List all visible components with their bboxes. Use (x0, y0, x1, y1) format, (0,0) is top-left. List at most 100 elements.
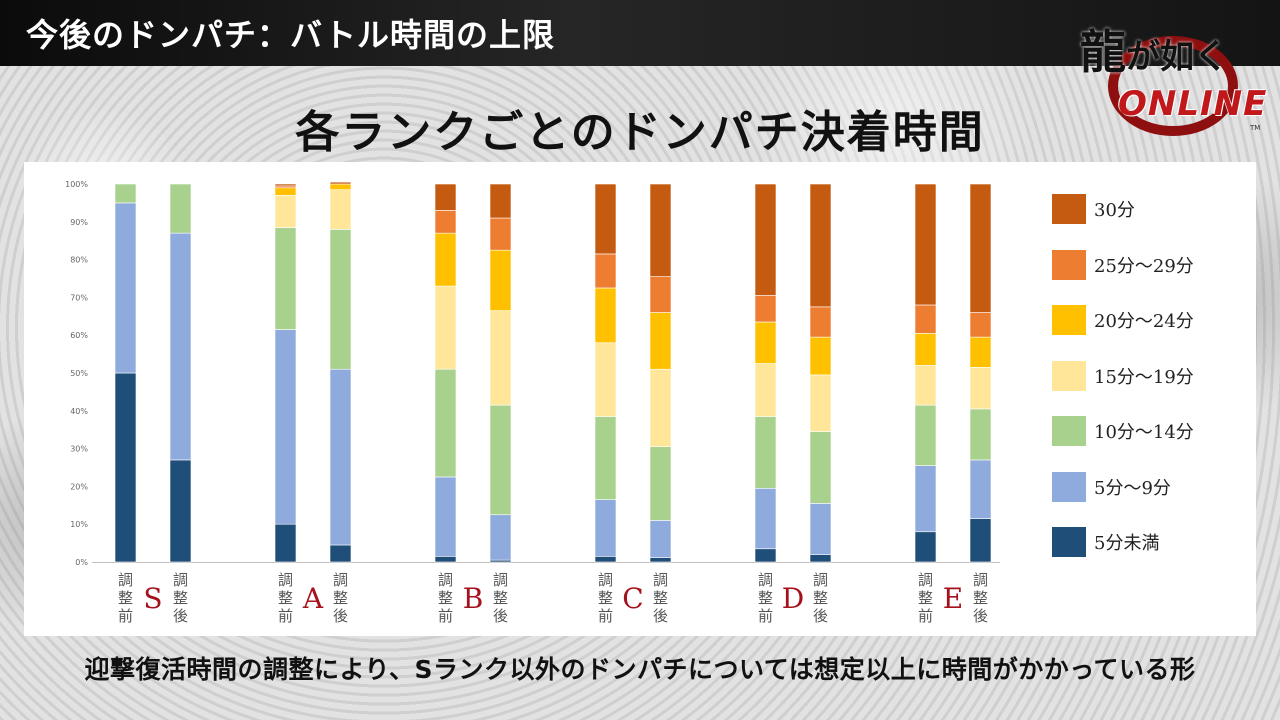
x-tick-label: 調整後 (493, 571, 508, 625)
legend-swatch (1052, 471, 1086, 502)
legend-item: 10分～14分 (1052, 414, 1194, 448)
bar-segment (434, 368, 457, 478)
legend-swatch (1052, 194, 1086, 224)
logo-ring-icon (1108, 36, 1238, 136)
bar-segment (649, 520, 672, 558)
x-tick-label: 調整前 (598, 571, 613, 625)
y-tick-label: 100% (65, 180, 88, 189)
bar-segment (649, 557, 672, 563)
bar-segment (754, 363, 777, 417)
bar-segment (969, 336, 992, 368)
rank-group-label: C (622, 582, 643, 615)
bar-segment (594, 342, 617, 417)
bar-segment (649, 276, 672, 313)
legend-item: 25分～29分 (1052, 248, 1194, 282)
legend-swatch (1052, 305, 1086, 335)
legend-item: 15分～19分 (1052, 359, 1194, 393)
x-tick-label: 調整前 (438, 571, 453, 625)
game-logo: 龍が如く ONLINE TM (1080, 14, 1270, 136)
legend-label: 15分～19分 (1094, 366, 1194, 388)
logo-main-text: 龍が如く (1080, 25, 1228, 79)
bars (114, 181, 992, 563)
bar-segment (274, 329, 297, 525)
legend-label: 10分～14分 (1094, 422, 1194, 443)
legend-swatch (1052, 249, 1086, 280)
legend-item: 5分未満 (1052, 525, 1159, 559)
y-tick-label: 70% (70, 293, 88, 302)
bar-segment (969, 408, 992, 461)
bar-segment (594, 416, 617, 500)
y-tick-label: 0% (75, 558, 88, 567)
x-axis-labels: 調整前 調整後 調整前 調整後 調整前 調整後 調整前 調整後 調整前 調整後 調整前 調整後 S A B C… (118, 571, 988, 625)
rank-group-label: E (943, 582, 963, 615)
bar-segment (169, 232, 192, 461)
bar-segment (329, 189, 352, 230)
bar-segment (809, 183, 832, 308)
x-tick-label: 調整前 (758, 571, 773, 625)
bar-segment (914, 304, 937, 334)
x-tick-label: 調整後 (813, 571, 828, 625)
bar-segment (969, 367, 992, 410)
header-bar: 今後のドンパチ：バトル時間の上限 (0, 0, 1280, 66)
y-tick-label: 20% (70, 482, 88, 491)
bar-segment (329, 368, 352, 546)
bar-segment (809, 374, 832, 432)
legend-swatch (1052, 360, 1086, 391)
page-title: 今後のドンパチ：バトル時間の上限 (26, 16, 555, 54)
legend-label: 25分～29分 (1094, 255, 1194, 277)
bar-segment (754, 487, 777, 550)
bar-segment (274, 183, 297, 187)
legend-item: 30分 (1052, 192, 1135, 226)
legend-item: 5分～9分 (1052, 470, 1171, 504)
y-tick-label: 90% (70, 218, 88, 227)
bar-segment (274, 227, 297, 330)
y-tick-label: 80% (70, 256, 88, 265)
rank-group-label: A (302, 582, 324, 615)
bar-segment (809, 431, 832, 504)
y-tick-label: 50% (70, 369, 88, 378)
bar-segment (594, 183, 617, 255)
bar-segment (809, 554, 832, 563)
bar-segment (649, 368, 672, 448)
bar-segment (649, 446, 672, 521)
bar-segment (969, 518, 992, 563)
y-axis: 0% 10% 20% 30% 40% 50% 60% 70% 80% 90% 100% (65, 180, 1000, 567)
bar-segment (754, 548, 777, 563)
chart-panel (24, 162, 1256, 636)
legend-label: 5分未満 (1094, 533, 1160, 554)
bar-segment (914, 183, 937, 306)
legend-label: 30分 (1094, 200, 1135, 221)
rank-group-label: S (143, 582, 162, 615)
bar-segment (489, 249, 512, 311)
bar-segment (329, 229, 352, 370)
bar-segment (489, 217, 512, 251)
bar-segment (969, 312, 992, 338)
x-tick-label: 調整前 (118, 571, 133, 625)
rank-group-label: B (463, 582, 484, 615)
bar-segment (754, 295, 777, 323)
bar-segment (169, 459, 192, 563)
bar-segment (969, 459, 992, 519)
bar-segment (914, 365, 937, 406)
logo-trademark: TM (1250, 124, 1261, 132)
chart-title: 各ランクごとのドンパチ決着時間 (295, 107, 985, 158)
bar-segment (329, 544, 352, 563)
bar-segment (434, 285, 457, 370)
rank-group-label: D (782, 582, 804, 615)
bar-segment (914, 531, 937, 563)
slide-caption: 迎撃復活時間の調整により、Sランク以外のドンパチについては想定以上に時間がかかっ… (84, 655, 1196, 684)
bar-segment (809, 336, 832, 376)
legend-item: 20分～24分 (1052, 303, 1194, 337)
bar-segment (914, 333, 937, 366)
legend-swatch (1052, 416, 1086, 446)
bar-segment (594, 556, 617, 563)
bar-segment (594, 253, 617, 289)
bar-segment (809, 306, 832, 338)
bar-segment (274, 523, 297, 563)
bar-segment (434, 210, 457, 234)
bar-segment (274, 187, 297, 196)
bar-segment (114, 372, 137, 563)
y-tick-label: 60% (70, 331, 88, 340)
legend-label: 5分～9分 (1094, 477, 1171, 499)
